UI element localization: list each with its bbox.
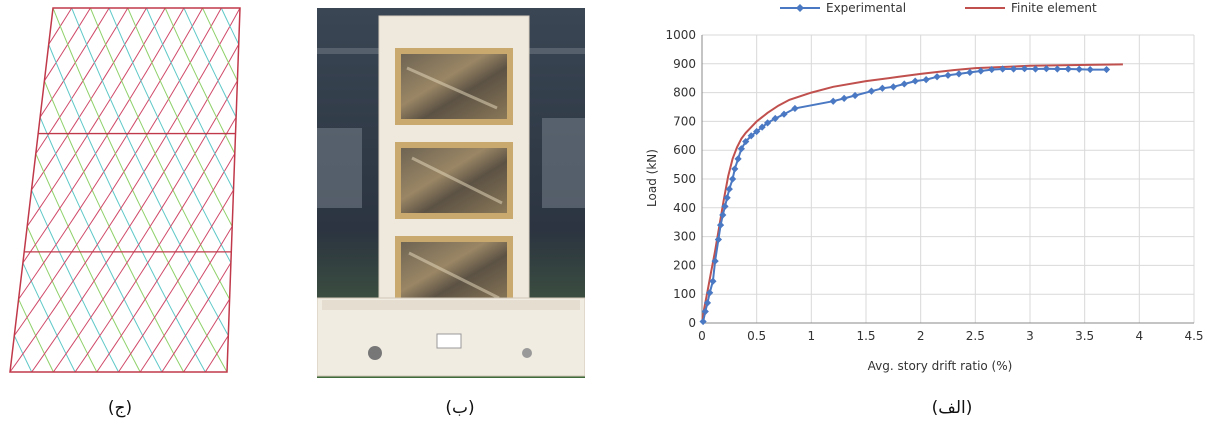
mesh-diagonal: [139, 226, 233, 373]
mesh-diagonal: [118, 189, 234, 373]
x-tick-label: 2: [917, 329, 925, 343]
experimental-data-point: [742, 137, 750, 146]
experimental-data-point: [1031, 65, 1040, 73]
x-axis-label: Avg. story drift ratio (%): [868, 359, 1013, 373]
experimental-data-point: [1010, 65, 1018, 73]
experimental-data-point: [1064, 65, 1072, 73]
experimental-data-point: [1042, 65, 1050, 73]
mesh-diagonal: [164, 7, 236, 154]
y-tick-label: 1000: [665, 28, 696, 42]
experimental-data-point: [703, 299, 712, 307]
mesh-diagonal: [202, 7, 238, 82]
experimental-data-point: [731, 165, 739, 173]
mesh-diagonal: [52, 80, 238, 373]
mesh-diagonal: [183, 7, 237, 118]
experimental-data-point: [701, 307, 709, 316]
y-tick-label: 600: [673, 143, 696, 157]
y-tick-label: 400: [673, 201, 696, 215]
x-tick-label: 4: [1136, 329, 1144, 343]
experimental-data-point: [988, 65, 996, 74]
caption-photo: (ب): [445, 398, 475, 418]
y-tick-label: 0: [688, 316, 696, 330]
mesh-diagonal: [35, 153, 141, 373]
experimental-data-point: [851, 91, 859, 100]
y-tick-label: 100: [673, 287, 696, 301]
experimental-data-point: [1102, 65, 1111, 74]
x-tick-label: 3.5: [1075, 329, 1094, 343]
x-tick-label: 1.5: [856, 329, 875, 343]
experimental-data-point: [977, 67, 985, 75]
mesh-diagonal: [9, 7, 241, 373]
experimental-data-point: [780, 110, 788, 118]
mesh-diagonal: [146, 7, 234, 191]
legend-experimental-marker: [796, 4, 804, 12]
y-tick-label: 800: [673, 86, 696, 100]
y-tick-label: 700: [673, 114, 696, 128]
mesh-grid: [9, 7, 241, 373]
experimental-data-point: [729, 175, 737, 183]
experimental-data-point: [699, 317, 707, 326]
caption-chart: (الف): [931, 398, 973, 418]
x-tick-label: 0.5: [747, 329, 766, 343]
experimental-data-point: [900, 80, 908, 88]
mesh-diagonal: [204, 335, 229, 373]
experimental-data-point: [966, 68, 974, 77]
mesh-diagonal: [26, 226, 98, 373]
mesh-diagonal: [31, 44, 240, 373]
experimental-data-point: [933, 73, 941, 81]
experimental-data-point: [922, 76, 930, 84]
y-tick-label: 900: [673, 57, 696, 71]
finite-element-series-line: [701, 63, 1123, 324]
experimental-data-point: [889, 83, 897, 91]
experimental-data-point: [791, 104, 799, 113]
y-axis-label: Load (kN): [645, 149, 659, 207]
mesh-diagonal: [22, 262, 76, 373]
mesh-frame: [9, 7, 241, 373]
experimental-data-point: [734, 155, 742, 163]
experimental-data-point: [878, 84, 886, 92]
y-tick-label: 200: [673, 258, 696, 272]
mesh-diagonal: [74, 116, 237, 373]
experimental-data-point: [1075, 65, 1083, 73]
experimental-data-point: [1053, 65, 1061, 73]
mesh-diagonal: [108, 7, 232, 264]
experimental-data-point: [840, 94, 848, 102]
mesh-diagonal: [220, 7, 240, 45]
load-drift-chart: 0 100 200 300 400 500 600 700 800 900 1000 0 0.5 1 1.5…: [645, 1, 1204, 373]
experimental-data-point: [747, 132, 755, 140]
x-tick-label: 2.5: [966, 329, 985, 343]
x-tick-label: 1: [808, 329, 816, 343]
experimental-data-point: [829, 97, 837, 105]
experimental-data-point: [1020, 65, 1029, 73]
x-tick-label: 4.5: [1184, 329, 1203, 343]
experimental-series-line: [702, 67, 1107, 322]
legend-experimental-label: Experimental: [826, 1, 906, 15]
fe-mesh-diagram: [9, 7, 241, 373]
experimental-data-point: [723, 194, 731, 202]
mesh-diagonal: [26, 7, 166, 227]
x-tick-label: 0: [698, 329, 706, 343]
specimen-photo: [317, 8, 585, 378]
experimental-data-point: [716, 221, 725, 229]
experimental-data-point: [999, 65, 1007, 73]
mesh-diagonal: [52, 7, 228, 373]
caption-mesh: (ج): [107, 398, 133, 418]
mesh-diagonal: [183, 298, 231, 373]
y-tick-label: 300: [673, 230, 696, 244]
mesh-diagonal: [71, 7, 229, 336]
experimental-data-point: [944, 71, 952, 79]
x-tick-label: 3: [1026, 329, 1034, 343]
legend-fe-label: Finite element: [1011, 1, 1097, 15]
experimental-data-point: [867, 87, 876, 95]
experimental-data-point: [911, 77, 919, 85]
mesh-diagonal: [161, 262, 232, 373]
mesh-diagonal: [96, 153, 236, 373]
experimental-data-point: [955, 70, 963, 78]
experimental-data-point: [711, 257, 719, 265]
mesh-diagonal: [35, 7, 129, 154]
y-tick-label: 500: [673, 172, 696, 186]
mesh-diagonal: [89, 7, 231, 300]
mesh-diagonal: [31, 189, 119, 373]
experimental-data-point: [1086, 65, 1094, 74]
